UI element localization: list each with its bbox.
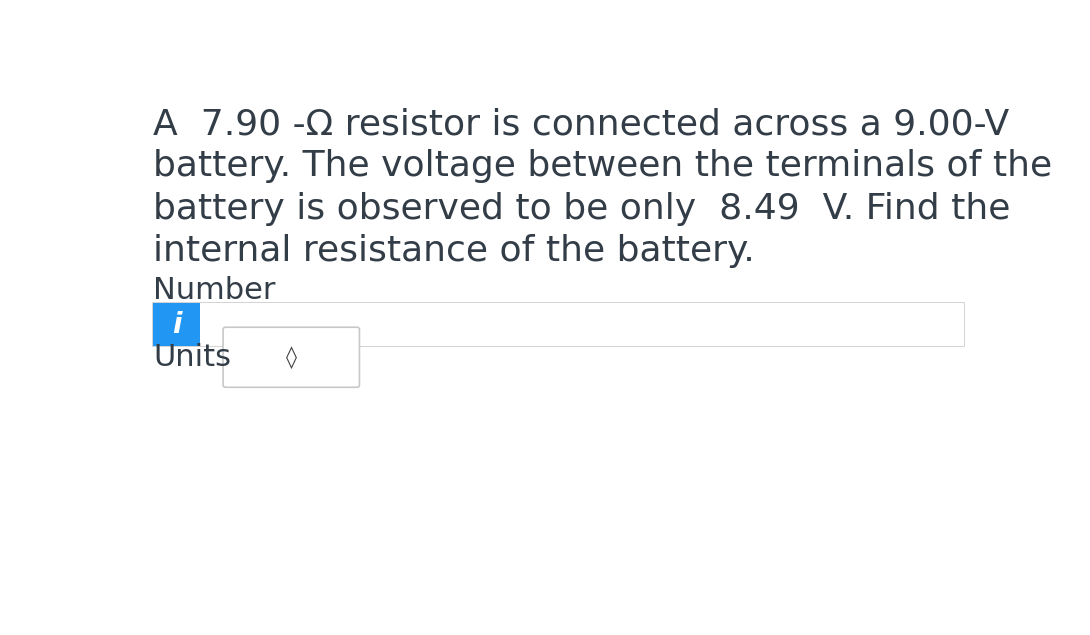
Text: battery. The voltage between the terminals of the: battery. The voltage between the termina…	[154, 149, 1053, 184]
FancyBboxPatch shape	[154, 304, 964, 345]
Text: battery is observed to be only  8.49  V. Find the: battery is observed to be only 8.49 V. F…	[154, 192, 1010, 225]
Text: Units: Units	[154, 343, 231, 371]
FancyBboxPatch shape	[154, 304, 199, 345]
FancyBboxPatch shape	[199, 304, 964, 345]
Text: Number: Number	[154, 276, 276, 305]
Text: internal resistance of the battery.: internal resistance of the battery.	[154, 234, 755, 268]
FancyBboxPatch shape	[223, 327, 360, 387]
Text: i: i	[172, 311, 181, 338]
Text: A  7.90 -Ω resistor is connected across a 9.00-V: A 7.90 -Ω resistor is connected across a…	[154, 107, 1009, 141]
Text: ◊: ◊	[286, 346, 296, 369]
